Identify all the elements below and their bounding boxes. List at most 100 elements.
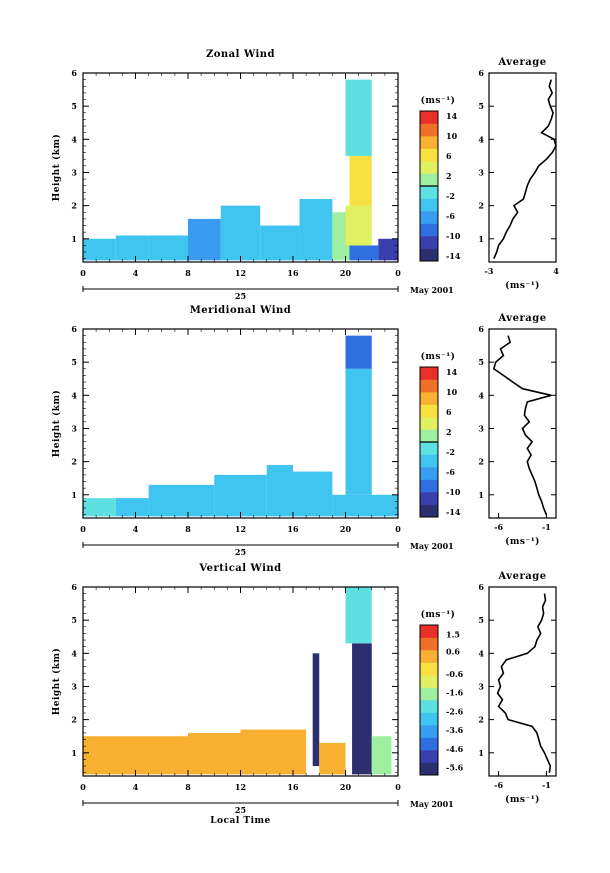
- colorbar-tick-label: -0.6: [446, 669, 464, 679]
- profile-y-tick-label: 4: [478, 390, 484, 400]
- colorbar-swatch: [420, 223, 438, 237]
- colorbar-swatch: [420, 148, 438, 162]
- colorbar-tick-label: 0.6: [446, 646, 460, 656]
- colorbar-swatch: [420, 173, 438, 187]
- colorbar-swatch: [420, 492, 438, 505]
- colorbar-tick-label: 6: [446, 407, 452, 417]
- colorbar-swatch: [420, 750, 438, 763]
- y-axis-label: Height (km): [51, 648, 62, 716]
- colorbar-swatch: [420, 737, 438, 751]
- x-tick-label: 0: [395, 782, 401, 792]
- colorbar-swatch: [420, 467, 438, 480]
- profile-y-tick-label: 2: [478, 201, 484, 211]
- heatmap-cell: [352, 643, 372, 775]
- profile-y-tick-label: 4: [478, 648, 484, 658]
- profile-y-tick-label: 6: [478, 582, 484, 592]
- profile-y-tick-label: 4: [478, 134, 484, 144]
- heatmap-cell: [83, 498, 116, 517]
- y-tick-label: 1: [71, 234, 77, 244]
- y-axis-label: Height (km): [51, 134, 62, 202]
- heatmap-cell: [345, 335, 372, 369]
- colorbar-swatch: [420, 454, 438, 468]
- y-tick-label: 4: [71, 134, 77, 144]
- heatmap-cell: [371, 736, 392, 775]
- x-tick-label: 20: [340, 524, 352, 534]
- heatmap-cell: [135, 736, 188, 775]
- colorbar-swatch: [420, 161, 438, 174]
- colorbar-unit: (ms⁻¹): [421, 95, 456, 106]
- y-tick-label: 2: [71, 457, 77, 467]
- x-tick-label: 12: [235, 782, 246, 792]
- y-tick-label: 2: [71, 715, 77, 725]
- x-tick-label: 8: [185, 524, 191, 534]
- x-tick-label: 16: [287, 524, 299, 534]
- y-tick-label: 3: [71, 423, 77, 433]
- heatmap-cell: [349, 155, 372, 206]
- profile-y-tick-label: 5: [478, 615, 484, 625]
- y-tick-label: 4: [71, 648, 77, 658]
- colorbar-swatch: [420, 675, 438, 688]
- date-label: 25: [235, 547, 246, 557]
- x-tick-label: 20: [340, 268, 352, 278]
- heatmap-cell: [148, 235, 188, 261]
- colorbar-swatch: [420, 429, 438, 443]
- x-tick-label: 0: [80, 524, 86, 534]
- colorbar-frame: [419, 624, 439, 776]
- heatmap-cell: [299, 199, 333, 261]
- x-tick-label: 0: [80, 782, 86, 792]
- colorbar-swatch: [420, 762, 438, 776]
- heatmap-cell: [115, 235, 149, 261]
- colorbar-swatch: [420, 211, 438, 224]
- colorbar-tick-label: -10: [446, 487, 461, 497]
- colorbar-unit: (ms⁻¹): [421, 609, 456, 620]
- x-tick-label: 16: [287, 268, 299, 278]
- y-tick-label: 2: [71, 201, 77, 211]
- colorbar-swatch: [420, 687, 438, 701]
- colorbar-tick-label: 2: [446, 427, 452, 437]
- colorbar-tick-label: -1.6: [446, 688, 464, 698]
- colorbar-tick-label: -10: [446, 231, 461, 241]
- profile-x-label: (ms⁻¹): [505, 536, 540, 547]
- profile-title: Average: [497, 571, 546, 582]
- heatmap-cell: [83, 736, 136, 775]
- profile-x-tick-label: -6: [494, 522, 503, 532]
- panel-title: Meridional Wind: [190, 305, 292, 316]
- y-tick-label: 3: [71, 167, 77, 177]
- colorbar-swatch: [420, 700, 438, 713]
- heatmap-cell: [188, 218, 221, 261]
- panel-title: Vertical Wind: [198, 563, 281, 574]
- x-tick-label: 12: [235, 268, 246, 278]
- y-tick-label: 5: [71, 101, 77, 111]
- month-label: May 2001: [410, 541, 454, 551]
- profile-x-tick-label: 4: [553, 266, 559, 276]
- colorbar-swatch: [420, 198, 438, 212]
- profile-y-tick-label: 1: [478, 234, 484, 244]
- profile-y-tick-label: 3: [478, 423, 484, 433]
- x-tick-label: 0: [80, 268, 86, 278]
- profile-x-label: (ms⁻¹): [505, 280, 540, 291]
- colorbar-swatch: [420, 111, 438, 124]
- profile-y-tick-label: 3: [478, 167, 484, 177]
- date-label: 25: [235, 291, 246, 301]
- y-tick-label: 6: [71, 68, 77, 78]
- heatmap-cell: [260, 225, 300, 261]
- x-tick-label: 12: [235, 524, 246, 534]
- date-label: 25: [235, 805, 246, 815]
- colorbar-tick-label: 10: [446, 131, 458, 141]
- profile-line: [492, 335, 552, 516]
- heatmap-cell: [83, 238, 116, 261]
- heatmap-cell: [214, 474, 267, 517]
- y-tick-label: 5: [71, 357, 77, 367]
- heatmap-cell: [312, 653, 320, 767]
- y-tick-label: 1: [71, 748, 77, 758]
- y-tick-label: 6: [71, 324, 77, 334]
- profile-title: Average: [497, 313, 546, 324]
- colorbar-swatch: [420, 712, 438, 726]
- panel-title: Zonal Wind: [206, 49, 275, 60]
- profile-line: [496, 593, 552, 773]
- colorbar-tick-label: -5.6: [446, 763, 464, 773]
- colorbar-tick-label: -2.6: [446, 706, 464, 716]
- colorbar-tick-label: -14: [446, 507, 461, 517]
- colorbar-tick-label: 6: [446, 151, 452, 161]
